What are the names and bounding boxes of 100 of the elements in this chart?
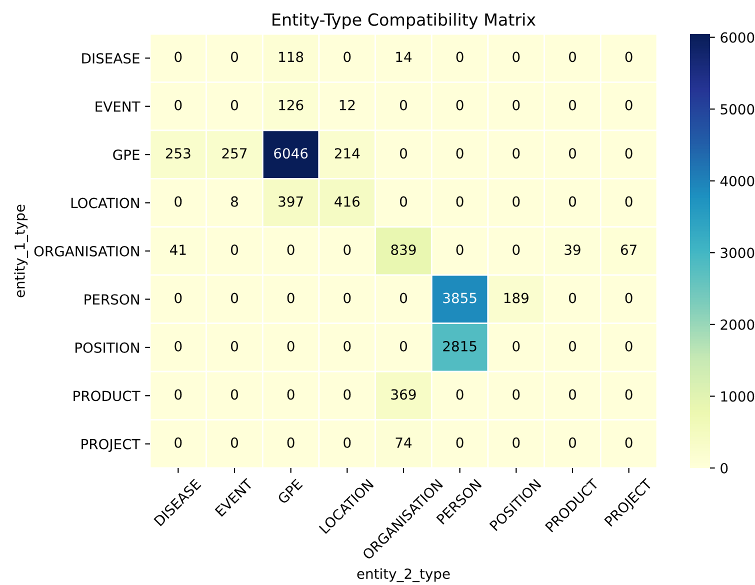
data-label: 2815: [443, 340, 476, 352]
data-label: 0: [568, 52, 576, 62]
data-label: 0: [512, 389, 520, 400]
y-tick-label: GPE: [113, 150, 140, 160]
data-label: 0: [512, 244, 520, 256]
data-label: 0: [400, 148, 407, 159]
data-label: 0: [174, 196, 182, 207]
color-bar-label: 0: [720, 462, 728, 474]
data-label: 397: [278, 196, 303, 207]
data-label: 0: [344, 340, 351, 352]
color-bar-label: 4000: [720, 176, 754, 186]
y-tick-label: POSITION: [76, 342, 139, 353]
data-label: 0: [625, 52, 632, 62]
data-label: 0: [512, 196, 520, 207]
data-label: 0: [456, 196, 464, 207]
data-label: 0: [174, 292, 182, 304]
data-label: 0: [230, 52, 238, 62]
y-tick-label: DISEASE: [82, 53, 140, 64]
y-tick-label: PROJECT: [82, 438, 140, 452]
data-label: 0: [568, 196, 576, 207]
data-label: 0: [625, 292, 632, 304]
data-label: 74: [396, 438, 412, 448]
data-label: 0: [344, 437, 351, 448]
data-label: 0: [568, 389, 576, 400]
data-label: 0: [344, 292, 351, 304]
y-tick-label: PERSON: [84, 294, 139, 305]
data-label: 0: [230, 292, 238, 304]
data-label: 0: [174, 437, 182, 448]
color-bar-label: 3000: [720, 248, 754, 258]
data-label: 0: [230, 389, 238, 400]
data-label: 0: [625, 340, 632, 352]
data-label: 214: [334, 148, 360, 158]
data-label: 0: [625, 389, 632, 400]
data-label: 0: [512, 437, 520, 448]
data-label: 0: [287, 340, 294, 352]
y-tick-label: EVENT: [96, 101, 140, 112]
data-label: 0: [568, 292, 576, 304]
data-label: 0: [230, 100, 238, 110]
data-label: 189: [504, 292, 528, 304]
data-label: 0: [174, 340, 182, 352]
data-label: 839: [391, 244, 416, 256]
data-label: 0: [568, 437, 576, 448]
data-label: 0: [400, 100, 407, 110]
data-label: 0: [344, 389, 351, 400]
color-bar-label: 5000: [720, 104, 754, 115]
data-label: 369: [391, 389, 416, 400]
data-label: 253: [166, 148, 190, 159]
data-label: 0: [230, 340, 238, 352]
x-axis-title: entity_2_type: [357, 568, 450, 582]
data-label: 0: [174, 389, 182, 400]
data-label: 0: [512, 100, 520, 110]
data-label: 0: [568, 340, 576, 352]
data-label: 257: [222, 148, 247, 159]
data-label: 0: [456, 52, 464, 62]
data-label: 0: [456, 244, 464, 256]
chart-title: Entity-Type Compatibility Matrix: [272, 13, 536, 30]
color-bar-label: 1000: [721, 391, 754, 402]
data-label: 0: [568, 148, 576, 159]
data-label: 0: [287, 389, 294, 400]
data-label: 0: [174, 100, 182, 110]
data-label: 12: [340, 100, 355, 110]
data-label: 118: [279, 52, 304, 62]
data-label: 3855: [443, 292, 476, 304]
data-label: 67: [620, 244, 636, 256]
data-label: 0: [456, 100, 464, 110]
data-label: 126: [279, 100, 304, 110]
data-label: 0: [625, 100, 632, 110]
data-label: 416: [334, 196, 360, 207]
data-label: 0: [625, 437, 632, 448]
data-label: 0: [400, 340, 407, 352]
data-label: 0: [625, 196, 632, 207]
data-label: 0: [287, 244, 294, 256]
data-label: 8: [231, 196, 238, 207]
y-axis-title: entity_1_type: [14, 204, 28, 298]
y-tick-label: LOCATION: [71, 198, 139, 208]
data-label: 0: [400, 196, 407, 207]
data-label: 0: [456, 148, 464, 159]
data-label: 0: [344, 52, 351, 62]
data-label: 0: [287, 437, 294, 448]
data-label: 0: [230, 437, 238, 448]
color-bar-label: 6000: [720, 32, 754, 43]
data-label: 0: [174, 52, 182, 62]
data-label: 41: [170, 244, 186, 255]
y-tick-label: PRODUCT: [74, 390, 140, 402]
data-label: 39: [564, 244, 580, 256]
y-tick-label: ORGANISATION: [34, 246, 139, 256]
data-label: 6046: [274, 148, 308, 159]
data-label: 14: [396, 52, 412, 62]
data-label: 0: [456, 437, 464, 448]
color-bar-label: 2000: [720, 319, 754, 330]
data-label: 0: [512, 52, 520, 62]
data-label: 0: [344, 244, 351, 256]
data-label: 0: [230, 244, 238, 256]
data-label: 0: [512, 340, 520, 352]
data-label: 0: [512, 148, 520, 159]
data-label: 0: [456, 389, 464, 400]
data-label: 0: [625, 148, 632, 159]
data-label: 0: [287, 292, 294, 304]
data-label: 0: [400, 292, 407, 304]
data-label: 0: [568, 100, 576, 110]
